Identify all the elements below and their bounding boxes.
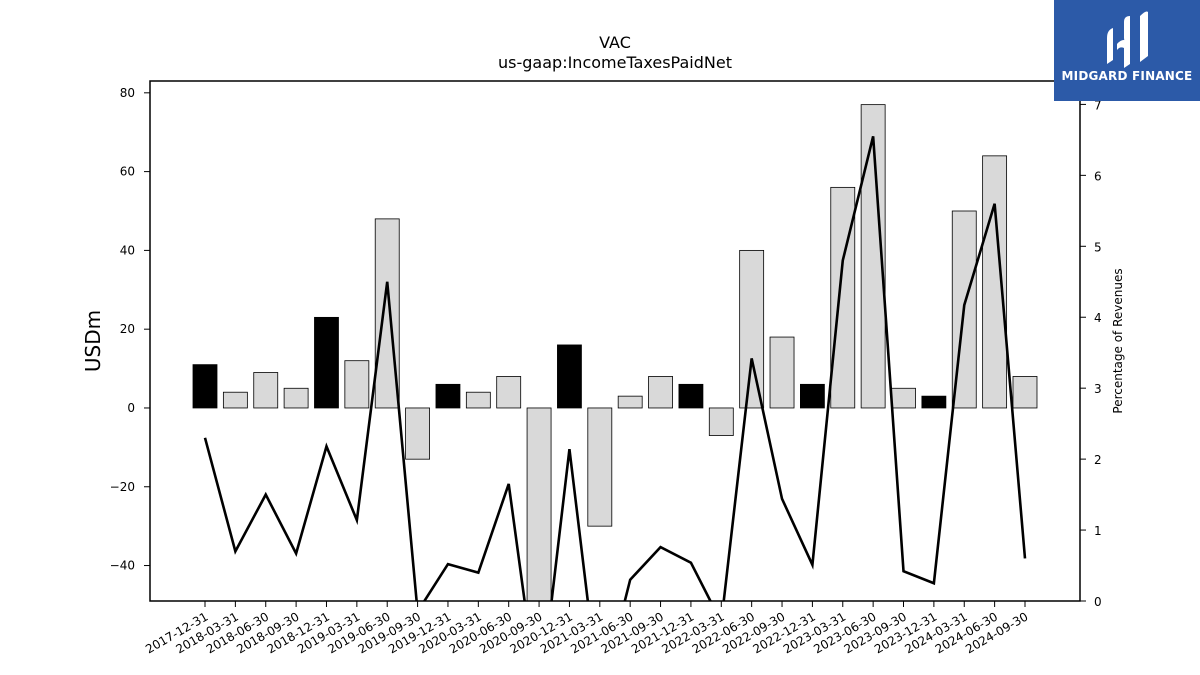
bar-2020-03-31 — [465, 391, 491, 409]
plot-area — [192, 104, 1038, 601]
bar-2023-03-31 — [830, 186, 856, 409]
y-tick-label-60: 60 — [120, 165, 135, 179]
y2-tick-label-3: 3 — [1094, 382, 1102, 396]
bar-2021-12-31 — [678, 383, 704, 409]
y2-tick-label-7: 7 — [1094, 98, 1102, 112]
y2-tick-label-2: 2 — [1094, 453, 1102, 467]
y-tick-label-0: 0 — [127, 401, 135, 415]
bar-2019-12-31 — [435, 383, 461, 409]
bar-2023-12-31 — [921, 395, 947, 409]
bar-2021-06-30 — [617, 395, 643, 409]
bar-2022-03-31 — [708, 407, 734, 436]
y-tick-label--20: −20 — [110, 480, 135, 494]
logo-mark-icon — [1107, 11, 1148, 68]
bar-2020-09-30 — [526, 407, 552, 601]
y-axis-title: USDm — [81, 310, 105, 372]
bar-2022-06-30 — [739, 249, 765, 409]
y2-tick-label-5: 5 — [1094, 240, 1102, 254]
y-tick-label-40: 40 — [120, 243, 135, 257]
bar-2018-06-30 — [253, 372, 279, 409]
y2-tick-label-0: 0 — [1094, 595, 1102, 609]
y-tick-label-20: 20 — [120, 322, 135, 336]
bar-2019-03-31 — [344, 360, 370, 409]
bar-2020-12-31 — [557, 344, 582, 409]
percentage-line — [203, 136, 1027, 601]
bar-2021-03-31 — [587, 407, 613, 527]
bar-2024-06-30 — [982, 155, 1008, 409]
bar-2023-09-30 — [891, 387, 916, 409]
y-tick-label--40: −40 — [110, 559, 135, 573]
y-tick-label-80: 80 — [120, 86, 135, 100]
bar-2017-12-31 — [192, 364, 218, 409]
y2-tick-label-4: 4 — [1094, 311, 1102, 325]
bar-2022-09-30 — [769, 336, 795, 409]
y2-axis-title: Percentage of Revenues — [1111, 268, 1125, 413]
bar-2022-12-31 — [800, 383, 825, 409]
logo-text: MIDGARD FINANCE — [1061, 69, 1193, 83]
bar-2018-12-31 — [314, 316, 339, 409]
chart-title: VAC — [599, 33, 631, 52]
y2-tick-label-1: 1 — [1094, 524, 1102, 538]
bar-2018-03-31 — [222, 391, 248, 409]
bar-2018-09-30 — [283, 387, 309, 409]
y2-tick-label-6: 6 — [1094, 169, 1102, 183]
bar-2021-09-30 — [648, 376, 673, 409]
bar-2024-09-30 — [1012, 376, 1038, 409]
midgard-finance-logo: MIDGARD FINANCE — [1054, 0, 1200, 101]
bar-2020-06-30 — [496, 376, 522, 409]
chart-subtitle: us-gaap:IncomeTaxesPaidNet — [498, 53, 732, 72]
plot-frame — [149, 80, 1081, 602]
bar-2019-09-30 — [405, 407, 430, 460]
